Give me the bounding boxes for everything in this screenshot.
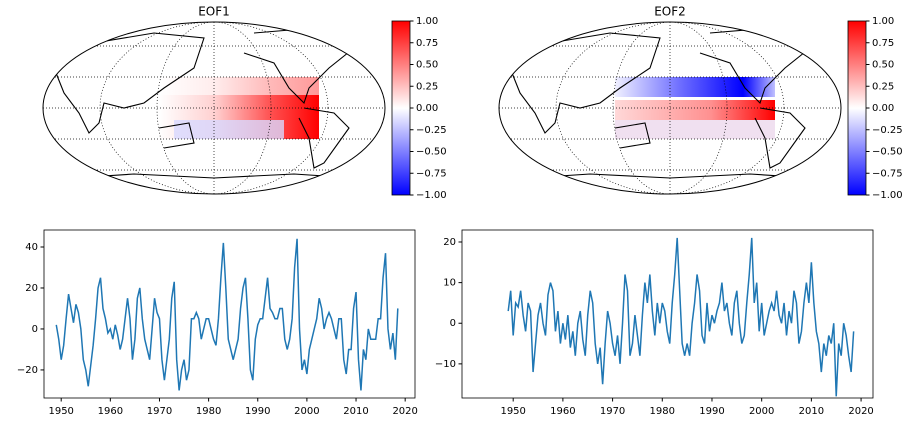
y-tick-label: −20 [17, 365, 38, 376]
colorbar-tick-label: −0.25 [872, 125, 903, 136]
field [615, 120, 775, 139]
coastline [158, 122, 195, 149]
graticule [555, 22, 785, 194]
colorbar [391, 20, 411, 196]
colorbar-tick-label: −1.00 [416, 190, 447, 201]
colorbar-tick-label: 0.00 [416, 103, 438, 114]
graticule [612, 22, 728, 194]
colorbar-tick-label: −0.75 [416, 168, 447, 179]
series-line [507, 237, 855, 397]
map-border [42, 21, 386, 195]
x-tick-label: 2000 [294, 406, 319, 417]
map [499, 22, 841, 194]
colorbar-tick-label: 1.00 [872, 16, 894, 27]
x-tick-label: 1980 [650, 406, 675, 417]
y-tick-label: 40 [25, 242, 38, 253]
field [174, 120, 284, 139]
coastline [298, 107, 350, 169]
colorbar-tick-label: 0.00 [872, 103, 894, 114]
axes-frame [43, 229, 416, 399]
map [43, 22, 385, 194]
x-tick-label: 2010 [343, 406, 368, 417]
graticule [156, 22, 272, 194]
x-tick-label: 1960 [550, 406, 575, 417]
chart-title: EOF2 [654, 5, 686, 19]
x-tick-label: 1970 [147, 406, 172, 417]
graticule [99, 22, 329, 194]
x-tick-label: 1990 [699, 406, 724, 417]
colorbar-tick-label: 0.25 [416, 81, 438, 92]
colorbar-tick-label: 0.50 [872, 60, 894, 71]
x-tick-label: 2020 [848, 406, 873, 417]
colorbar-tick-label: −0.25 [416, 125, 447, 136]
colorbar-tick-label: −1.00 [872, 190, 903, 201]
x-tick-label: 1990 [245, 406, 270, 417]
colorbar-tick-label: 1.00 [416, 16, 438, 27]
x-tick-label: 1960 [98, 406, 123, 417]
x-tick-label: 1970 [600, 406, 625, 417]
chart-title: EOF1 [198, 5, 230, 19]
colorbar-tick-label: 0.50 [416, 60, 438, 71]
coastline [754, 107, 806, 169]
colorbar-tick-label: −0.50 [416, 147, 447, 158]
field [615, 100, 775, 120]
y-tick-label: 10 [443, 278, 456, 289]
field [615, 77, 775, 97]
colorbar-tick-label: 0.75 [872, 38, 894, 49]
map-border [498, 21, 842, 195]
y-tick-label: 20 [25, 283, 38, 294]
x-tick-label: 2020 [392, 406, 417, 417]
colorbar-tick-label: 0.25 [872, 81, 894, 92]
x-tick-label: 1950 [500, 406, 525, 417]
x-tick-label: 1950 [48, 406, 73, 417]
colorbar-tick-label: 0.75 [416, 38, 438, 49]
x-tick-label: 2010 [799, 406, 824, 417]
y-tick-label: 20 [443, 237, 456, 248]
field [159, 77, 319, 95]
axes-frame [461, 229, 874, 399]
coastline [614, 122, 651, 149]
colorbar-tick-label: −0.50 [872, 147, 903, 158]
y-tick-label: −10 [435, 359, 456, 370]
y-tick-label: 0 [32, 324, 38, 335]
series-line [55, 238, 399, 391]
x-tick-label: 2000 [749, 406, 774, 417]
y-tick-label: 0 [450, 318, 456, 329]
colorbar-tick-label: −0.75 [872, 168, 903, 179]
x-tick-label: 1980 [196, 406, 221, 417]
colorbar [847, 20, 867, 196]
